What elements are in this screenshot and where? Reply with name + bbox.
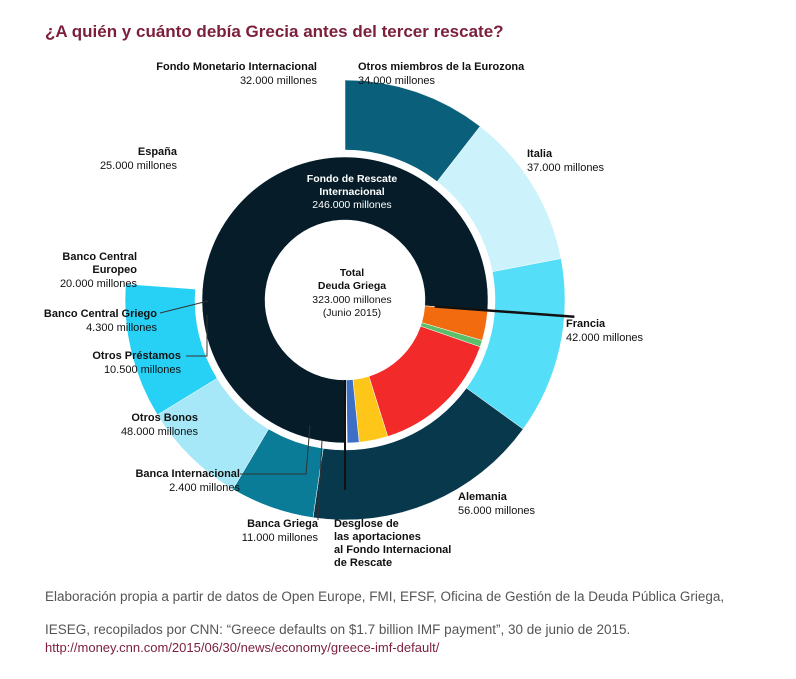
center-total: 323.000 millones <box>312 294 391 306</box>
label-italia-name: Italia <box>527 148 553 160</box>
center-date: (Junio 2015) <box>323 307 381 319</box>
label-banca-internacional-name: Banca Internacional <box>135 468 240 480</box>
label-espana-name: España <box>138 146 178 158</box>
label-banca-griega-value: 11.000 millones <box>242 532 319 544</box>
source-line-1: Elaboración propia a partir de datos de … <box>45 589 725 604</box>
breakdown-boundary-line <box>434 305 575 319</box>
label-banco-central-europeo-name-2: Europeo <box>92 264 137 276</box>
label-espana-value: 25.000 millones <box>100 160 178 172</box>
fund-label-value: 246.000 millones <box>312 199 391 211</box>
label-banca-griega-name: Banca Griega <box>247 518 319 530</box>
source-link[interactable]: http://money.cnn.com/2015/06/30/news/eco… <box>45 640 440 655</box>
label-otros-miembros-de-la-eurozona-name: Otros miembros de la Eurozona <box>358 61 525 73</box>
chart-title: ¿A quién y cuánto debía Grecia antes del… <box>45 22 504 41</box>
breakdown-label-line-2: las aportaciones <box>334 531 421 543</box>
center-title: Total <box>340 267 364 279</box>
label-banco-central-griego-value: 4.300 millones <box>86 322 157 334</box>
fund-label-name: Fondo de Rescate <box>307 173 398 185</box>
label-fondo-monetario-internacional-name: Fondo Monetario Internacional <box>156 61 317 73</box>
breakdown-label-line-3: al Fondo Internacional <box>334 544 451 556</box>
label-banco-central-europeo-name: Banco Central <box>62 251 137 263</box>
label-otros-bonos-value: 48.000 millones <box>121 426 199 438</box>
label-francia-name: Francia <box>566 318 606 330</box>
inner-slice-banco-central-griego <box>345 379 360 444</box>
label-banco-central-griego-leader <box>159 300 209 314</box>
label-banco-central-europeo-value: 20.000 millones <box>60 278 138 290</box>
label-fondo-monetario-internacional-value: 32.000 millones <box>240 75 318 87</box>
label-otros-prestamos-name: Otros Préstamos <box>92 350 181 362</box>
source-note: Elaboración propia a partir de datos de … <box>45 588 765 657</box>
label-alemania-value: 56.000 millones <box>458 505 536 517</box>
label-banco-central-griego-name: Banco Central Griego <box>44 308 157 320</box>
breakdown-label-line-4: de Rescate <box>334 557 392 569</box>
label-italia-value: 37.000 millones <box>527 162 605 174</box>
label-otros-miembros-de-la-eurozona-value: 34.000 millones <box>358 75 436 87</box>
inner-slice-fondo-de-rescate-internacional <box>201 156 489 444</box>
label-otros-prestamos-leader <box>186 315 208 357</box>
fund-label-name-2: Internacional <box>319 186 384 198</box>
source-line-2: IESEG, recopilados por CNN: “Greece defa… <box>45 622 631 637</box>
label-banca-internacional-value: 2.400 millones <box>169 482 240 494</box>
label-otros-bonos-name: Otros Bonos <box>131 412 198 424</box>
center-subtitle: Deuda Griega <box>318 280 386 292</box>
label-francia-value: 42.000 millones <box>566 332 644 344</box>
label-otros-prestamos-value: 10.500 millones <box>104 364 182 376</box>
breakdown-label-line-1: Desglose de <box>334 518 399 530</box>
label-banca-griega-leader <box>317 439 323 521</box>
label-banca-internacional-leader <box>240 424 311 475</box>
label-alemania-name: Alemania <box>458 491 508 503</box>
